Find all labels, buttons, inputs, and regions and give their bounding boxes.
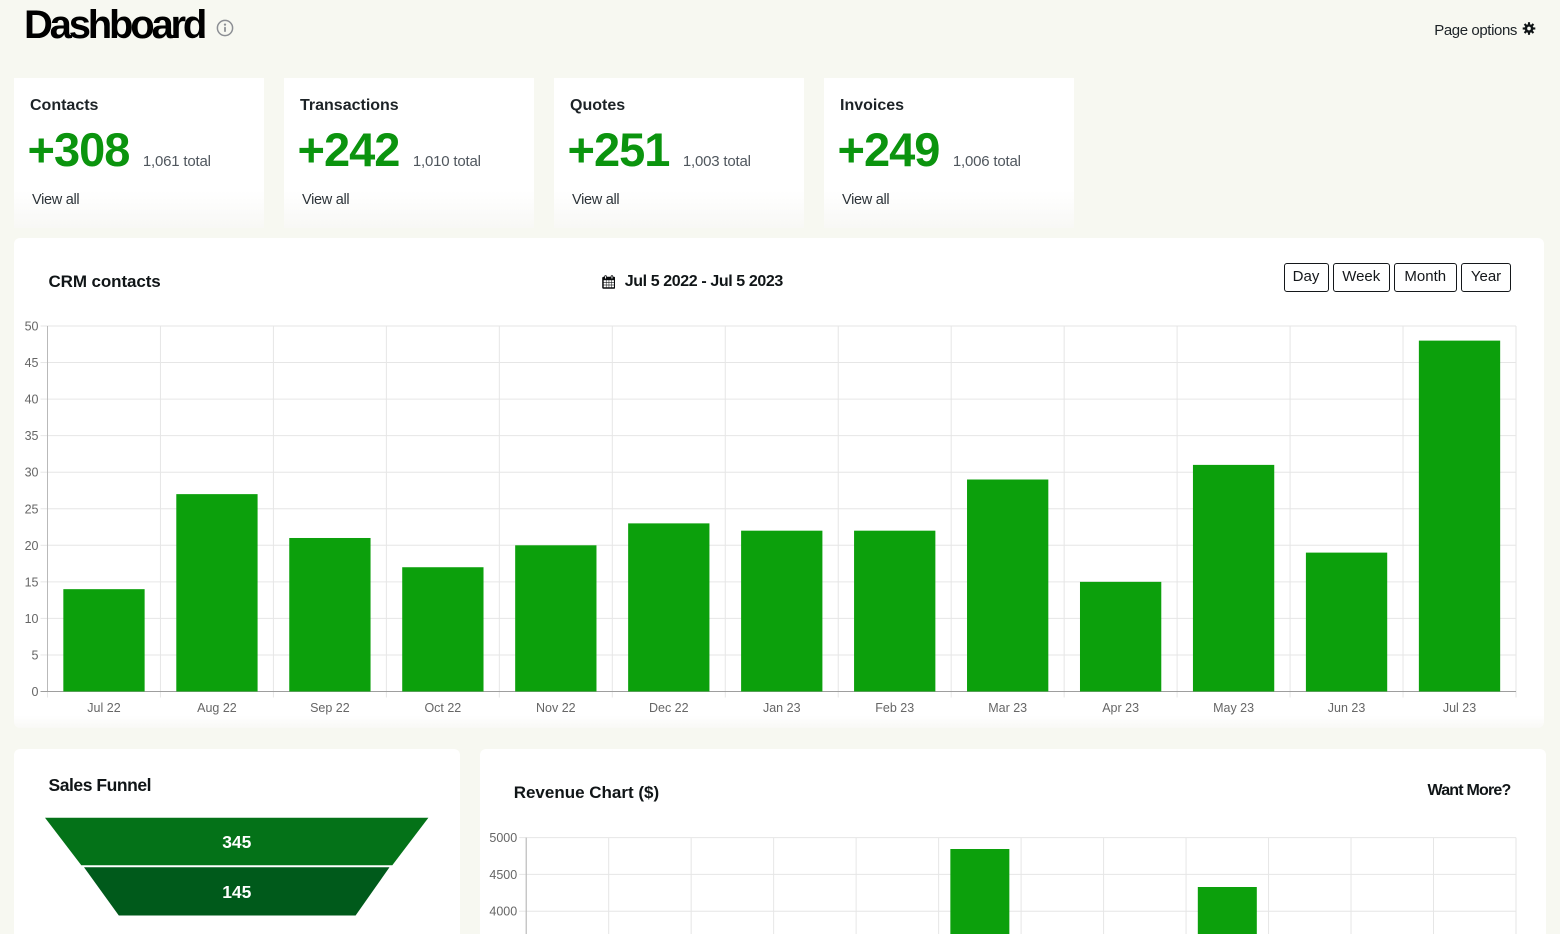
svg-text:Dec 22: Dec 22 (649, 701, 689, 715)
svg-text:40: 40 (25, 393, 39, 407)
svg-text:Feb 23: Feb 23 (875, 701, 914, 715)
svg-text:Mar 23: Mar 23 (988, 701, 1027, 715)
svg-text:345: 345 (222, 832, 251, 852)
svg-text:10: 10 (25, 612, 39, 626)
svg-text:5: 5 (32, 648, 39, 662)
svg-text:Sep 22: Sep 22 (310, 701, 350, 715)
svg-text:45: 45 (25, 356, 39, 370)
svg-text:145: 145 (222, 882, 251, 902)
svg-text:35: 35 (25, 429, 39, 443)
svg-text:4500: 4500 (489, 868, 517, 882)
svg-text:Nov 22: Nov 22 (536, 701, 576, 715)
svg-text:Jul 22: Jul 22 (87, 701, 120, 715)
svg-text:15: 15 (25, 575, 39, 589)
svg-text:5000: 5000 (489, 831, 517, 845)
svg-text:Aug 22: Aug 22 (197, 701, 237, 715)
svg-text:Oct 22: Oct 22 (424, 701, 461, 715)
svg-text:4000: 4000 (489, 905, 517, 919)
svg-text:Apr 23: Apr 23 (1102, 701, 1139, 715)
svg-text:May 23: May 23 (1213, 701, 1254, 715)
svg-text:50: 50 (25, 320, 39, 334)
svg-text:Jun 23: Jun 23 (1328, 701, 1366, 715)
svg-text:20: 20 (25, 539, 39, 553)
svg-text:0: 0 (32, 685, 39, 699)
svg-text:30: 30 (25, 466, 39, 480)
svg-text:Jan 23: Jan 23 (763, 701, 801, 715)
svg-text:25: 25 (25, 502, 39, 516)
svg-text:Jul 23: Jul 23 (1443, 701, 1476, 715)
